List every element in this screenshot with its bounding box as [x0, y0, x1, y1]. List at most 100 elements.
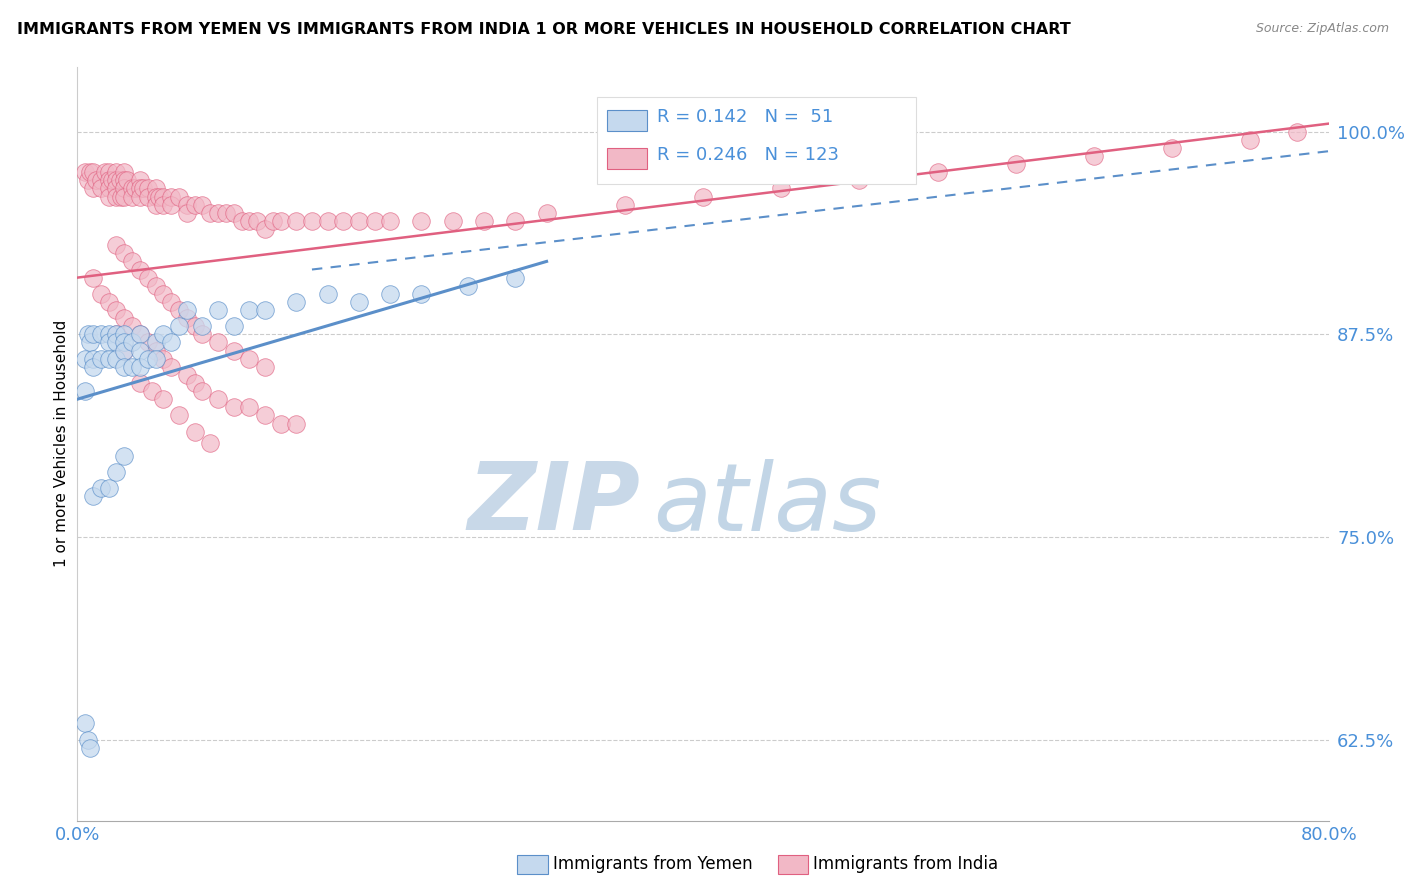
Point: [100, 173, 122, 187]
Point: [145, 197, 167, 211]
Point: [253, 359, 276, 374]
Point: [222, 343, 245, 358]
Point: [231, 214, 253, 228]
Point: [191, 327, 214, 342]
Point: [505, 214, 527, 228]
Point: [121, 319, 143, 334]
FancyBboxPatch shape: [606, 147, 647, 169]
Point: [160, 335, 183, 350]
FancyBboxPatch shape: [606, 110, 647, 131]
Point: [347, 214, 370, 228]
Point: [90, 327, 112, 342]
Point: [770, 181, 793, 195]
Point: [246, 214, 269, 228]
Point: [505, 270, 527, 285]
Point: [105, 238, 128, 252]
Point: [90, 173, 112, 187]
Point: [285, 417, 308, 431]
Point: [145, 278, 167, 293]
Point: [152, 286, 174, 301]
Point: [1239, 133, 1261, 147]
Point: [1004, 157, 1026, 171]
Point: [129, 189, 152, 203]
Point: [97, 327, 120, 342]
Point: [1083, 149, 1105, 163]
Point: [105, 165, 128, 179]
Point: [253, 409, 276, 423]
Point: [347, 294, 370, 309]
Point: [112, 335, 135, 350]
Point: [253, 222, 276, 236]
Point: [160, 197, 183, 211]
Point: [145, 351, 167, 366]
Point: [191, 319, 214, 334]
Point: [129, 376, 152, 390]
Point: [238, 351, 260, 366]
Point: [112, 311, 135, 326]
Point: [176, 206, 198, 220]
Point: [108, 173, 131, 187]
Point: [97, 165, 120, 179]
Point: [84, 173, 107, 187]
Y-axis label: 1 or more Vehicles in Household: 1 or more Vehicles in Household: [53, 320, 69, 567]
Point: [90, 351, 112, 366]
FancyBboxPatch shape: [596, 97, 915, 184]
Point: [411, 286, 433, 301]
Point: [112, 327, 135, 342]
Point: [105, 351, 128, 366]
Point: [191, 384, 214, 398]
Point: [112, 189, 135, 203]
Point: [332, 214, 354, 228]
Point: [136, 335, 159, 350]
Point: [152, 327, 174, 342]
Point: [191, 197, 214, 211]
Point: [77, 327, 100, 342]
Point: [97, 481, 120, 495]
Point: [222, 319, 245, 334]
Point: [136, 189, 159, 203]
Point: [152, 351, 174, 366]
Point: [160, 189, 183, 203]
Point: [79, 740, 101, 755]
Point: [79, 165, 101, 179]
Point: [152, 392, 174, 407]
Point: [253, 303, 276, 318]
Point: [285, 294, 308, 309]
Point: [207, 392, 229, 407]
Point: [316, 214, 339, 228]
Point: [183, 425, 205, 439]
Point: [270, 417, 292, 431]
Point: [105, 303, 128, 318]
Point: [129, 327, 152, 342]
Point: [90, 181, 112, 195]
Point: [692, 189, 714, 203]
Point: [1286, 125, 1309, 139]
Point: [112, 343, 135, 358]
Point: [129, 327, 152, 342]
Point: [117, 173, 139, 187]
Point: [848, 173, 870, 187]
Point: [105, 335, 128, 350]
Point: [105, 181, 128, 195]
Point: [112, 181, 135, 195]
Point: [75, 351, 97, 366]
Point: [238, 214, 260, 228]
Point: [82, 359, 104, 374]
Point: [105, 465, 128, 479]
Text: Immigrants from Yemen: Immigrants from Yemen: [553, 855, 752, 873]
Point: [82, 270, 104, 285]
Point: [207, 303, 229, 318]
Point: [97, 173, 120, 187]
Point: [105, 189, 128, 203]
Point: [238, 303, 260, 318]
Point: [97, 351, 120, 366]
Text: R = 0.246   N = 123: R = 0.246 N = 123: [657, 146, 839, 164]
Point: [105, 327, 128, 342]
Point: [167, 409, 190, 423]
Point: [441, 214, 464, 228]
Point: [105, 173, 128, 187]
Point: [222, 206, 245, 220]
Point: [121, 254, 143, 268]
Point: [301, 214, 323, 228]
Point: [207, 335, 229, 350]
